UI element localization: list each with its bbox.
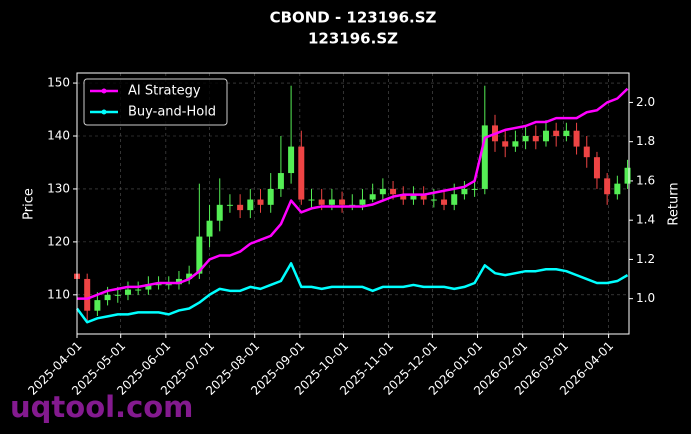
candle-body <box>104 294 111 301</box>
chart-subtitle: 123196.SZ <box>308 30 398 48</box>
candle-body <box>145 284 152 290</box>
candle-body <box>165 284 172 286</box>
legend-box <box>83 78 228 126</box>
plot-frame <box>76 72 630 335</box>
y-tick-label: 130 <box>47 181 70 195</box>
y2-tick-label: 1.2 <box>636 252 655 266</box>
y-tick-label: 140 <box>47 129 70 143</box>
y2-tick-label: 1.6 <box>636 173 655 187</box>
legend-label: AI Strategy <box>128 84 201 99</box>
candle-body <box>135 289 142 291</box>
candle-body <box>186 273 193 279</box>
candle-body <box>206 220 213 237</box>
candle-body <box>441 199 448 205</box>
candle-body <box>257 199 264 205</box>
candle-body <box>471 188 478 190</box>
candle-body <box>298 146 305 200</box>
candle-body <box>624 167 631 184</box>
y-tick-label: 110 <box>47 287 70 301</box>
legend-marker <box>101 88 107 94</box>
legend-label: Buy-and-Hold <box>128 105 216 120</box>
candle-body <box>563 130 570 136</box>
candle-body <box>84 278 91 311</box>
candle-body <box>226 204 233 206</box>
watermark: uqtool.com <box>10 390 193 424</box>
candle-body <box>532 136 539 142</box>
y-axis-label: Price <box>22 188 37 220</box>
candle-body <box>390 188 397 195</box>
candle-body <box>522 136 529 142</box>
candle-body <box>124 289 131 295</box>
y-tick-label: 120 <box>47 234 70 248</box>
candle-body <box>430 199 437 201</box>
chart-title: CBOND - 123196.SZ <box>270 9 437 27</box>
series-line <box>75 262 629 324</box>
candle-body <box>216 204 223 221</box>
candle-body <box>583 146 590 158</box>
candle-body <box>553 130 560 136</box>
candle-body <box>114 294 121 296</box>
candle-body <box>237 204 244 211</box>
y2-tick-label: 1.4 <box>636 213 655 227</box>
y2-tick-label: 1.0 <box>636 291 655 305</box>
candle-body <box>328 199 335 205</box>
candle-body <box>339 199 346 205</box>
candle-body <box>400 194 407 200</box>
candle-body <box>542 130 549 142</box>
candle-body <box>461 188 468 195</box>
candle-body <box>604 178 611 195</box>
candle-body <box>451 194 458 205</box>
candle-body <box>420 194 427 200</box>
candle-body <box>573 130 580 147</box>
y2-axis-label: Return <box>667 182 682 225</box>
candle-body <box>247 199 254 211</box>
candle-body <box>593 157 600 179</box>
candle-body <box>512 141 519 147</box>
y2-tick-label: 2.0 <box>636 95 655 109</box>
candle-body <box>369 194 376 200</box>
y2-tick-label: 1.8 <box>636 134 655 148</box>
candle-body <box>481 125 488 189</box>
y-tick-label: 150 <box>47 76 70 90</box>
candle-body <box>196 236 203 274</box>
candle-body <box>288 146 295 174</box>
candle-body <box>155 284 162 286</box>
legend-marker <box>101 109 107 115</box>
candle-body <box>359 199 366 205</box>
candle-body <box>502 141 509 147</box>
candle-body <box>318 199 325 205</box>
candle-body <box>175 278 182 285</box>
candle-body <box>614 183 621 195</box>
series-line <box>77 87 629 300</box>
candle-body <box>277 173 284 189</box>
candle-body <box>94 300 101 311</box>
candle-body <box>267 188 274 205</box>
candle-body <box>308 199 315 201</box>
candle-body <box>379 188 386 195</box>
candle-body <box>410 194 417 200</box>
